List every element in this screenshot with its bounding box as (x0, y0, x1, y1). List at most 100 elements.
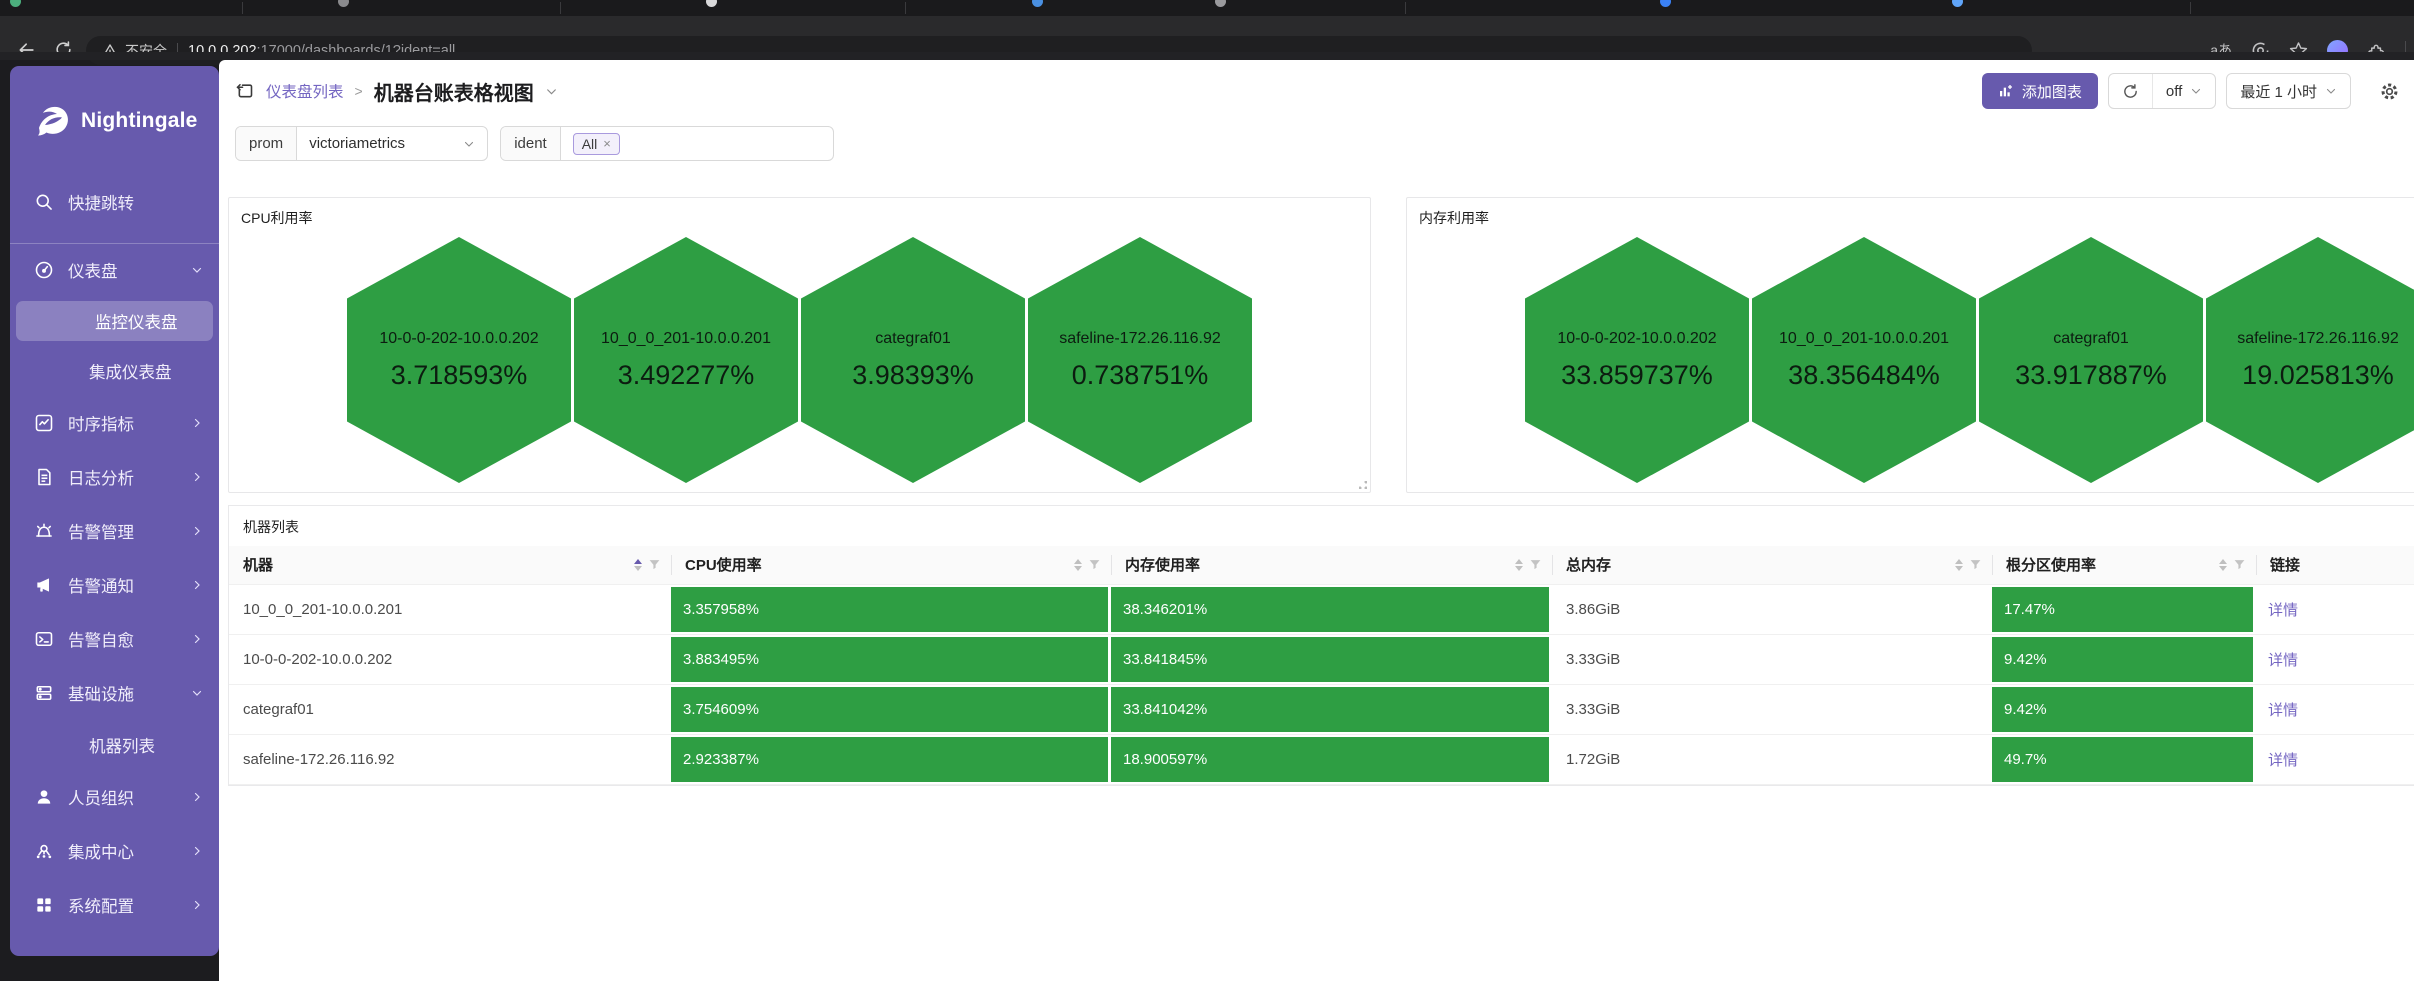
chevron-right-icon (191, 579, 203, 591)
sidebar-item-label: 快捷跳转 (68, 195, 134, 213)
filter-funnel-icon[interactable] (648, 558, 661, 571)
back-to-list-icon[interactable] (235, 81, 255, 101)
column-label: 链接 (2270, 557, 2301, 575)
detail-link[interactable]: 详情 (2268, 651, 2299, 669)
search-icon (34, 192, 54, 212)
tab-favicon[interactable] (1032, 0, 1043, 7)
extensions-puzzle-icon[interactable] (2367, 41, 2386, 60)
column-header-total-memory[interactable]: 总内存 (1552, 546, 1992, 585)
sidebar-item-alert-selfheal[interactable]: 告警自愈 (10, 612, 219, 666)
time-range-select[interactable]: 最近 1 小时 (2227, 74, 2350, 108)
detail-link[interactable]: 详情 (2268, 601, 2299, 619)
sidebar-item-alert-notification[interactable]: 告警通知 (10, 558, 219, 612)
sidebar-item-infrastructure[interactable]: 基础设施 (10, 666, 219, 720)
table-row: 10-0-0-202-10.0.0.202 3.883495% 33.84184… (229, 634, 2414, 685)
tab-divider (560, 2, 561, 14)
filter-funnel-icon[interactable] (1529, 558, 1542, 571)
panel-title[interactable]: CPU利用率 (241, 210, 313, 226)
hexbin-cell[interactable]: 10-0-0-202-10.0.0.202 33.859737% (1525, 237, 1749, 483)
brand-name: Nightingale (81, 109, 198, 132)
sidebar-item-alert-management[interactable]: 告警管理 (10, 504, 219, 558)
sort-icon[interactable] (1515, 558, 1523, 571)
sidebar: Nightingale 快捷跳转 仪表盘 监控仪表盘 集成仪表盘 (10, 66, 219, 956)
chevron-right-icon (191, 525, 203, 537)
tab-favicon[interactable] (10, 0, 21, 7)
sort-icon[interactable] (634, 558, 642, 571)
column-header-memory[interactable]: 内存使用率 (1111, 546, 1552, 585)
panel-machine-list: 机器列表 机器 CPU使用率 内存使用率 总内存 根分区使用率 链接 10_0_ (228, 505, 2414, 786)
sidebar-item-label: 系统配置 (68, 898, 134, 916)
tab-favicon[interactable] (1215, 0, 1226, 7)
cpu-value: 3.357958% (671, 586, 1108, 632)
tab-favicon[interactable] (1660, 0, 1671, 7)
sidebar-item-label: 集成中心 (68, 844, 134, 862)
sidebar-item-integration-center[interactable]: 集成中心 (10, 824, 219, 878)
dashboard-settings-gear-icon[interactable] (2379, 81, 2400, 102)
sidebar-item-monitor-dashboards[interactable]: 监控仪表盘 (16, 301, 213, 341)
chevron-right-icon (191, 845, 203, 857)
sidebar-item-integrated-dashboards[interactable]: 集成仪表盘 (10, 346, 219, 396)
tab-favicon[interactable] (706, 0, 717, 7)
hexbin-cell[interactable]: categraf01 3.98393% (801, 237, 1025, 483)
hexbin-cell[interactable]: safeline-172.26.116.92 0.738751% (1028, 237, 1252, 483)
hexbin-cell[interactable]: safeline-172.26.116.92 19.025813% (2206, 237, 2414, 483)
tab-divider (1405, 2, 1406, 14)
sidebar-item-metrics[interactable]: 时序指标 (10, 396, 219, 450)
tag-close-icon[interactable]: × (603, 136, 611, 151)
memory-value: 33.841845% (1111, 636, 1549, 682)
link-cell: 详情 (2256, 584, 2414, 635)
sidebar-item-logs[interactable]: 日志分析 (10, 450, 219, 504)
column-label: 内存使用率 (1125, 557, 1201, 575)
refresh-button[interactable] (2109, 74, 2152, 108)
panel-resize-handle[interactable] (1359, 481, 1367, 489)
filter-funnel-icon[interactable] (1969, 558, 1982, 571)
ident-tag-value: All (581, 135, 598, 152)
column-header-cpu[interactable]: CPU使用率 (671, 546, 1111, 585)
sidebar-item-system-config[interactable]: 系统配置 (10, 878, 219, 932)
refresh-interval-select[interactable]: off (2151, 74, 2215, 108)
column-label: 机器 (243, 557, 274, 575)
sidebar-item-dashboards[interactable]: 仪表盘 (10, 244, 219, 296)
filter-funnel-icon[interactable] (2233, 558, 2246, 571)
sort-icon[interactable] (2219, 558, 2227, 571)
filter-funnel-icon[interactable] (1088, 558, 1101, 571)
header-controls: 添加图表 off 最近 1 小时 (1981, 73, 2400, 109)
tab-favicon[interactable] (338, 0, 349, 7)
sidebar-item-organization[interactable]: 人员组织 (10, 770, 219, 824)
prom-datasource-select[interactable]: victoriametrics (297, 127, 487, 160)
add-chart-button[interactable]: 添加图表 (1981, 73, 2098, 109)
detail-link[interactable]: 详情 (2268, 751, 2299, 769)
column-header-root-partition[interactable]: 根分区使用率 (1992, 546, 2256, 585)
add-chart-icon (1998, 83, 2014, 99)
tab-divider (242, 2, 243, 14)
column-header-machine[interactable]: 机器 (229, 546, 671, 585)
panel-title[interactable]: 内存利用率 (1419, 210, 1489, 226)
hexbin-cell[interactable]: 10_0_0_201-10.0.0.201 38.356484% (1752, 237, 1976, 483)
chevron-down-icon (191, 687, 203, 699)
time-range-value: 最近 1 小时 (2240, 83, 2317, 101)
cpu-value: 3.883495% (671, 636, 1108, 682)
hexbin-cell[interactable]: 10-0-0-202-10.0.0.202 3.718593% (347, 237, 571, 483)
sort-icon[interactable] (1074, 558, 1082, 571)
memory-cell: 33.841845% (1111, 634, 1552, 685)
column-label: 总内存 (1566, 557, 1612, 575)
section-title[interactable]: 机器列表 (243, 519, 299, 535)
sidebar-item-quick-jump[interactable]: 快捷跳转 (10, 176, 219, 228)
sidebar-item-label: 机器列表 (89, 738, 155, 756)
nightingale-bird-icon (38, 106, 68, 136)
breadcrumb-dashboards-link[interactable]: 仪表盘列表 (266, 84, 344, 101)
total-memory-cell: 3.33GiB (1552, 684, 1992, 735)
ident-filter: ident All × (500, 126, 834, 161)
brand-logo[interactable]: Nightingale (10, 66, 219, 176)
ident-select[interactable]: All × (561, 127, 833, 160)
hexbin-cell[interactable]: 10_0_0_201-10.0.0.201 3.492277% (574, 237, 798, 483)
sort-icon[interactable] (1955, 558, 1963, 571)
hexbin-cell[interactable]: categraf01 33.917887% (1979, 237, 2203, 483)
tab-favicon[interactable] (1952, 0, 1963, 7)
detail-link[interactable]: 详情 (2268, 701, 2299, 719)
title-chevron-down-icon[interactable] (545, 85, 558, 98)
refresh-icon (2124, 83, 2137, 98)
ident-tag-all[interactable]: All × (572, 132, 620, 155)
sidebar-item-machine-list[interactable]: 机器列表 (10, 720, 219, 770)
root-partition-value: 49.7% (1992, 736, 2253, 782)
